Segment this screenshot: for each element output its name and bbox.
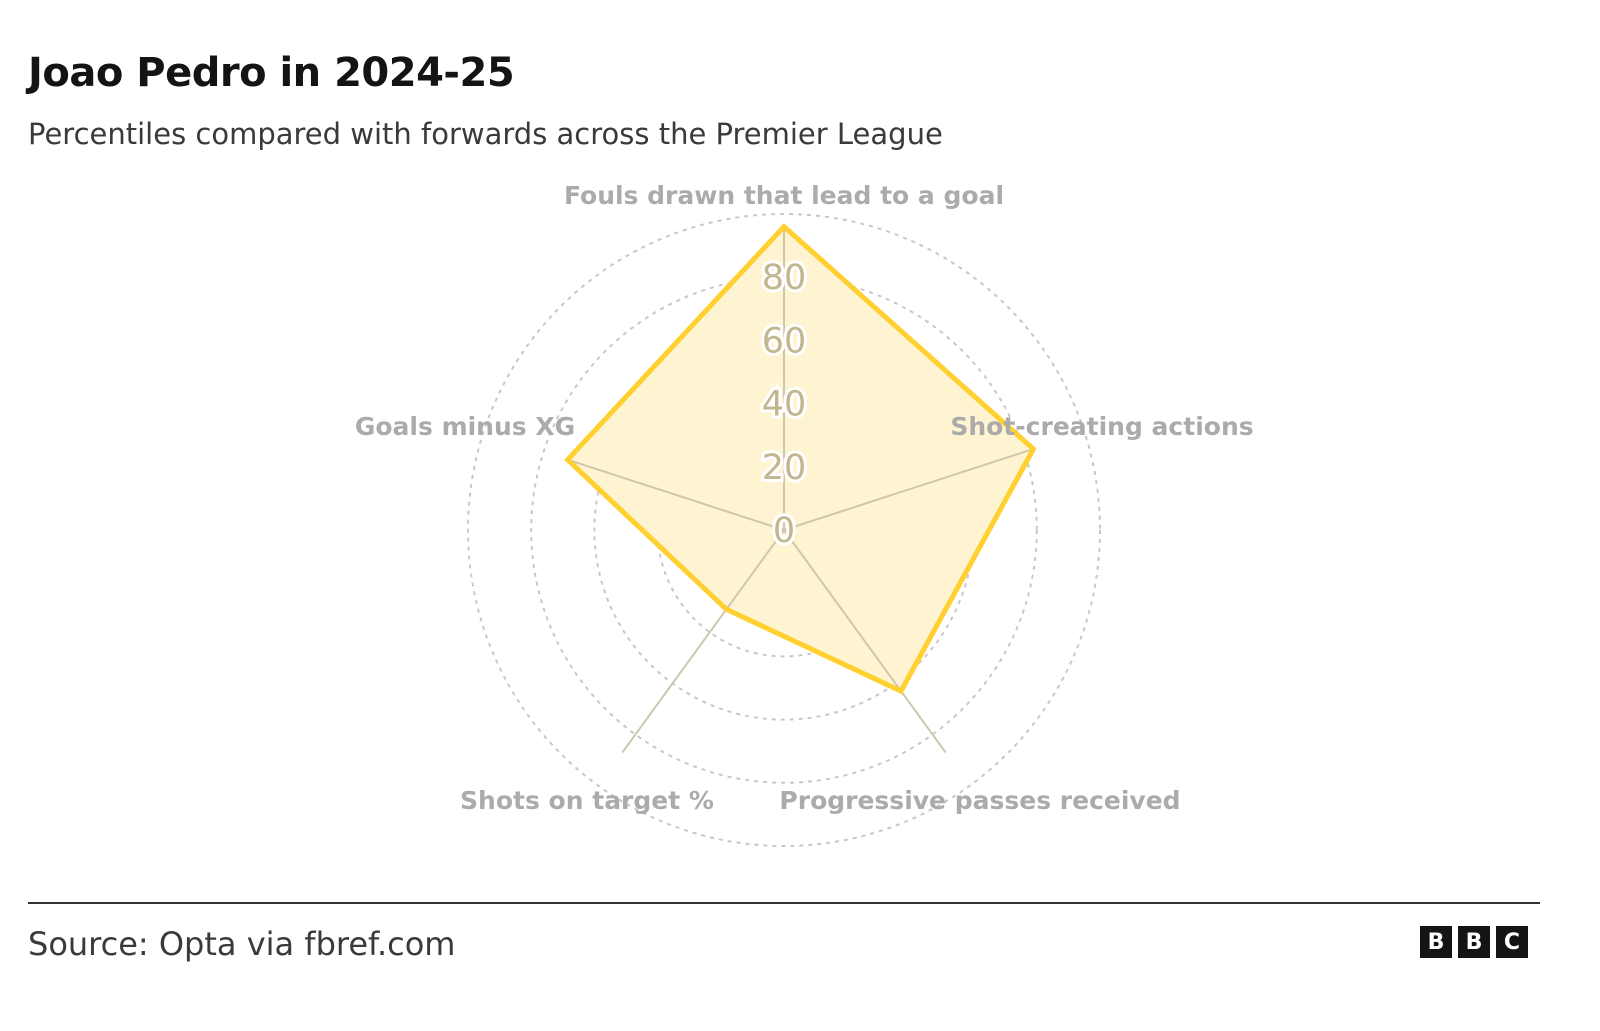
tick-label: 60 <box>762 321 807 361</box>
axis-label: Progressive passes received <box>779 786 1180 815</box>
axis-label: Fouls drawn that lead to a goal <box>564 181 1004 210</box>
bbc-logo-letter: B <box>1458 926 1490 958</box>
footer-divider <box>28 902 1540 904</box>
data-outline <box>564 223 1037 695</box>
axis-spoke <box>567 458 785 531</box>
bbc-logo-letter: B <box>1420 926 1452 958</box>
axis-spoke <box>783 529 947 754</box>
axis-label: Shots on target % <box>460 786 714 815</box>
bbc-logo-letter: C <box>1496 926 1528 958</box>
axis-spoke <box>621 529 785 754</box>
grid-ring <box>467 213 1101 847</box>
tick-label: 40 <box>762 385 807 425</box>
chart-title: Joao Pedro in 2024-25 <box>28 50 515 96</box>
bbc-logo: B B C <box>1420 926 1528 958</box>
chart-subtitle: Percentiles compared with forwards acros… <box>28 117 943 151</box>
source-note: Source: Opta via fbref.com <box>28 925 456 963</box>
axis-label: Goals minus XG <box>355 412 575 441</box>
data-area <box>567 226 1034 692</box>
axis-label: Shot-creating actions <box>950 412 1253 441</box>
tick-label: 80 <box>762 258 807 298</box>
axis-spoke <box>783 447 1034 531</box>
tick-label: 20 <box>762 448 807 488</box>
tick-label: 0 <box>773 511 795 551</box>
